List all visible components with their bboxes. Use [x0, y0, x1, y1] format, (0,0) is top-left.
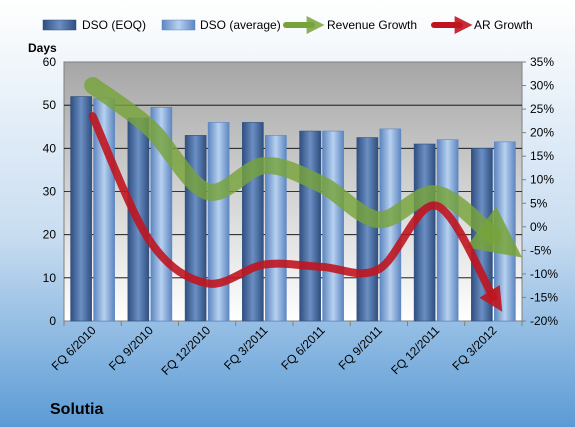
right-tick-label: 20%	[530, 126, 554, 140]
bar-dso-average	[322, 130, 344, 322]
left-tick-label: 50	[43, 98, 57, 112]
legend-label-dso-average: DSO (average)	[200, 18, 281, 32]
bar-dso-eoq	[413, 143, 436, 322]
chart-title: Solutia	[50, 401, 103, 418]
right-tick-label: 30%	[530, 79, 554, 93]
right-tick-label: -20%	[530, 314, 558, 328]
ar-growth-line	[88, 112, 503, 312]
bar-dso-average	[207, 122, 230, 322]
right-tick-label: 35%	[530, 55, 554, 69]
legend: DSO (EOQ) DSO (average) Revenue Growth A…	[42, 16, 533, 34]
growth-lines	[84, 77, 523, 312]
right-axis: -20% -15% -10% -5% 0% 5% 10% 15% 20% 25% 30% 35%	[522, 55, 558, 328]
legend-swatch-dso-average	[161, 19, 196, 31]
legend-label-revenue-growth: Revenue Growth	[327, 18, 417, 32]
left-axis-title: Days	[28, 41, 57, 55]
right-tick-label: 25%	[530, 102, 554, 116]
left-tick-label: 10	[43, 271, 57, 285]
bar-dso-average	[265, 135, 287, 322]
legend-item-dso-eoq: DSO (EOQ)	[42, 18, 146, 32]
right-tick-label: 5%	[530, 196, 548, 210]
legend-label-ar-growth: AR Growth	[474, 18, 533, 32]
right-tick-label: -5%	[530, 243, 552, 257]
bar-dso-eoq	[70, 96, 92, 322]
bars	[70, 96, 516, 322]
left-tick-label: 60	[43, 55, 57, 69]
legend-item-dso-average: DSO (average)	[161, 18, 281, 32]
bar-dso-eoq	[242, 122, 264, 322]
left-axis: 0 10 20 30 40 50 60	[43, 55, 57, 328]
left-tick-label: 40	[43, 141, 57, 155]
right-tick-label: 10%	[530, 173, 554, 187]
legend-item-ar-growth: AR Growth	[431, 16, 533, 34]
right-tick-label: 15%	[530, 149, 554, 163]
legend-label-dso-eoq: DSO (EOQ)	[82, 18, 146, 32]
left-tick-label: 20	[43, 228, 57, 242]
revenue-growth-line	[84, 77, 523, 258]
bar-dso-eoq	[299, 130, 321, 322]
bar-dso-eoq	[356, 137, 379, 322]
right-tick-label: 0%	[530, 220, 548, 234]
right-tick-label: -10%	[530, 267, 558, 281]
legend-item-revenue-growth: Revenue Growth	[283, 16, 417, 34]
right-tick-label: -15%	[530, 290, 558, 304]
left-tick-label: 0	[49, 314, 56, 328]
legend-swatch-dso-eoq	[42, 19, 77, 31]
left-tick-label: 30	[43, 185, 57, 199]
